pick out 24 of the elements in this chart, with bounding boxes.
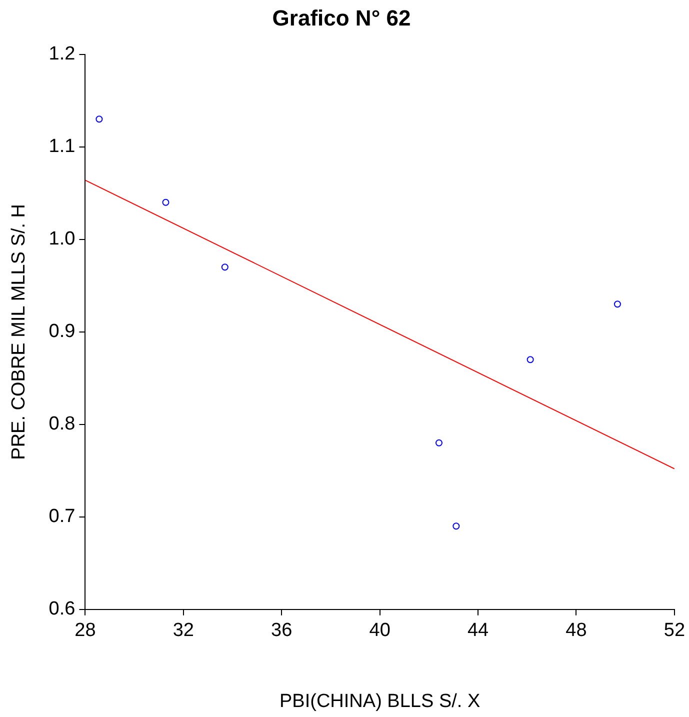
x-tick-label: 52 [664, 620, 686, 642]
point [614, 300, 621, 308]
x-tick-label: 44 [467, 620, 490, 642]
x-tick-label: 48 [566, 620, 587, 642]
point [162, 198, 170, 206]
point [526, 356, 534, 364]
y-tick-label: 1.1 [48, 136, 76, 158]
y-tick-label: 0.6 [48, 598, 76, 620]
y-tick-label: 1.0 [48, 228, 76, 250]
point [96, 116, 103, 123]
x-axis-title: PBI(CHINA) BLLS S/. X [280, 690, 480, 712]
x-tick-label: 32 [172, 620, 194, 642]
y-tick-label: 0.8 [48, 414, 76, 435]
y-tick-label: 1.2 [48, 44, 76, 65]
chart-title: Grafico N° 62 [272, 5, 411, 30]
y-tick-label: 0.9 [48, 321, 76, 342]
point [221, 264, 228, 271]
x-tick-label: 40 [369, 620, 390, 642]
point [435, 439, 442, 446]
y-tick-label: 0.7 [48, 506, 76, 528]
point [452, 522, 460, 530]
x-tick-label: 36 [271, 620, 292, 642]
y-axis-title: PRE. COBRE MIL MLLS S/. H [8, 204, 30, 460]
x-tick-label: 28 [74, 620, 96, 642]
